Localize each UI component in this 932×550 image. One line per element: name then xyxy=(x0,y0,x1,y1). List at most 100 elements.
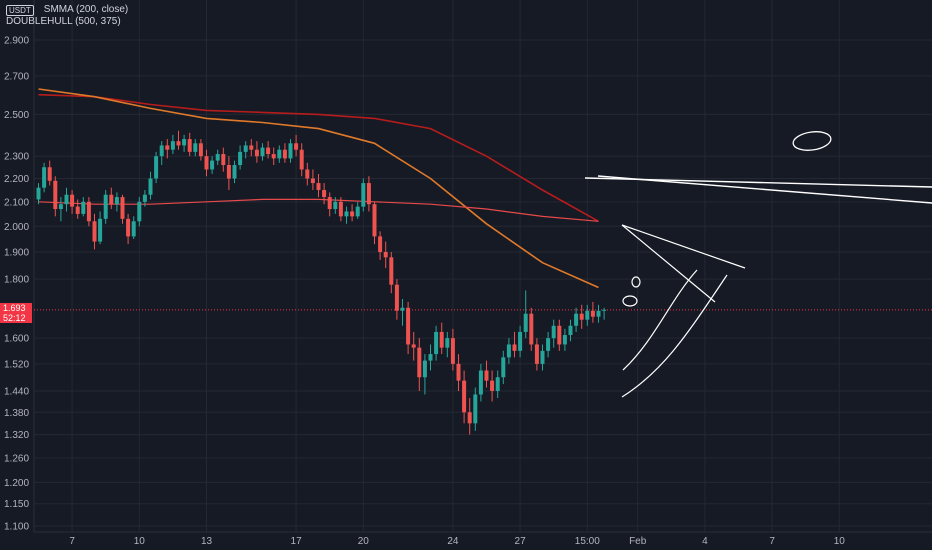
candle-body xyxy=(109,194,114,205)
price-tick-label: 2.200 xyxy=(4,174,29,185)
candle xyxy=(590,301,595,323)
candle xyxy=(310,169,315,191)
candle-body xyxy=(193,143,198,152)
candle xyxy=(394,279,399,320)
price-tick-label: 1.600 xyxy=(4,334,29,345)
legend-row-2: DOUBLEHULL (500, 375) xyxy=(6,16,128,28)
candle xyxy=(529,307,534,351)
candle-body xyxy=(579,313,584,320)
candle-body xyxy=(53,180,58,210)
candle-body xyxy=(232,165,237,179)
time-tick-label: 10 xyxy=(834,536,846,547)
candle-body xyxy=(484,370,489,381)
candle xyxy=(249,139,254,157)
candle-body xyxy=(546,338,551,351)
candle xyxy=(366,176,371,212)
candle-body xyxy=(98,218,103,242)
candle-body xyxy=(389,257,394,285)
candles-layer xyxy=(36,130,607,435)
candle xyxy=(462,370,467,424)
candle xyxy=(551,319,556,348)
candle xyxy=(204,149,209,177)
candle xyxy=(534,338,539,371)
candle xyxy=(333,197,338,214)
candle xyxy=(294,134,299,157)
candle xyxy=(389,251,394,294)
candle-body xyxy=(361,183,366,207)
time-tick-label: 20 xyxy=(358,536,370,547)
candle xyxy=(103,190,108,224)
candle-body xyxy=(602,309,607,311)
candle-body xyxy=(445,338,450,348)
candle-body xyxy=(551,325,556,339)
candle xyxy=(120,194,125,224)
user-drawings[interactable] xyxy=(584,129,932,398)
time-tick-label: 27 xyxy=(515,536,527,547)
grid-lines xyxy=(33,0,932,533)
candle-body xyxy=(92,221,97,242)
price-tick-label: 1.520 xyxy=(4,359,29,370)
candle xyxy=(137,197,142,227)
candle-body xyxy=(310,178,315,184)
currency-badge[interactable]: USDT xyxy=(6,4,34,16)
legend-doublehull[interactable]: DOUBLEHULL (500, 375) xyxy=(6,16,121,27)
candle-body xyxy=(58,204,63,210)
candle xyxy=(98,211,103,245)
candle xyxy=(417,338,422,391)
candle-body xyxy=(333,201,338,210)
candle xyxy=(562,328,567,351)
price-tick-label: 1.440 xyxy=(4,386,29,397)
candle-body xyxy=(394,284,399,311)
time-tick-label: 7 xyxy=(769,536,775,547)
price-tick-label: 1.100 xyxy=(4,522,29,533)
indicator-lines xyxy=(38,88,599,289)
price-tick-label: 1.800 xyxy=(4,275,29,286)
drawn-line-4 xyxy=(621,224,716,303)
candle xyxy=(131,216,136,239)
candle-body xyxy=(568,325,573,336)
candle-body xyxy=(305,169,310,179)
time-tick-label: 17 xyxy=(291,536,303,547)
candle xyxy=(450,328,455,371)
indicator-legend: USDT SMMA (200, close) DOUBLEHULL (500, … xyxy=(6,4,128,28)
legend-smma[interactable]: SMMA (200, close) xyxy=(43,4,129,15)
candle-body xyxy=(142,194,147,202)
candle-body xyxy=(506,344,511,358)
drawn-circle-1 xyxy=(792,131,832,151)
drawn-line-3 xyxy=(621,224,746,269)
candle xyxy=(484,360,489,388)
candle xyxy=(64,187,69,212)
candle-body xyxy=(557,325,562,345)
candle xyxy=(170,134,175,155)
candle-body xyxy=(182,139,187,146)
candle xyxy=(226,156,231,191)
candle xyxy=(473,387,478,431)
candle xyxy=(187,132,192,157)
candle xyxy=(557,319,562,351)
candle-body xyxy=(103,194,108,219)
candle-body xyxy=(501,357,506,378)
candle-body xyxy=(400,307,405,311)
candle xyxy=(299,143,304,177)
time-tick-label: 7 xyxy=(69,536,75,547)
candle-body xyxy=(456,363,461,381)
candle xyxy=(114,192,119,212)
candle xyxy=(506,338,511,364)
candle xyxy=(154,151,159,184)
price-tick-label: 1.320 xyxy=(4,430,29,441)
doublehull-slow-line xyxy=(38,93,599,222)
candle xyxy=(445,331,450,358)
candle-body xyxy=(467,412,472,424)
price-axis[interactable]: 2.900 2.700 2.500 2.300 2.200 2.100 2.000 1.900… xyxy=(4,36,29,533)
time-tick-label: 24 xyxy=(447,536,459,547)
candle xyxy=(361,178,366,212)
candle-body xyxy=(462,380,467,413)
price-tick-label: 2.900 xyxy=(4,36,29,47)
time-axis[interactable]: 7 10 13 17 20 24 27 15:00 Feb 4 7 10 xyxy=(69,536,845,547)
candle xyxy=(579,304,584,329)
candle-body xyxy=(198,143,203,157)
candle xyxy=(540,344,545,371)
candle xyxy=(478,363,483,402)
